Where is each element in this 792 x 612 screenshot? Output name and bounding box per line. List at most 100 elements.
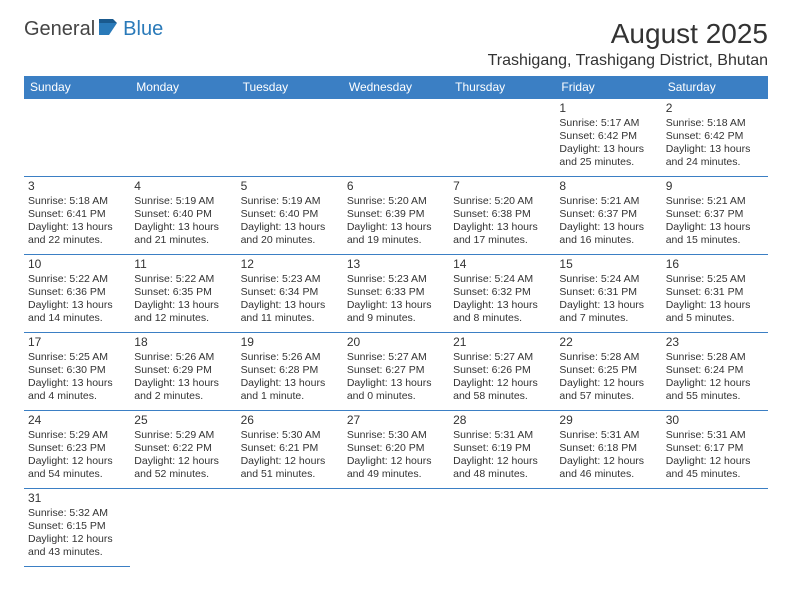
logo-text-blue: Blue — [123, 18, 163, 41]
sunrise-line: Sunrise: 5:26 AM — [134, 351, 232, 364]
day-number: 10 — [28, 257, 126, 272]
day-number: 9 — [666, 179, 764, 194]
sunset-line: Sunset: 6:31 PM — [666, 286, 764, 299]
day-number: 30 — [666, 413, 764, 428]
sunrise-line: Sunrise: 5:26 AM — [241, 351, 339, 364]
daylight-line: Daylight: 13 hours and 15 minutes. — [666, 221, 764, 247]
sunrise-line: Sunrise: 5:30 AM — [241, 429, 339, 442]
calendar-cell: 16Sunrise: 5:25 AMSunset: 6:31 PMDayligh… — [662, 255, 768, 333]
sunrise-line: Sunrise: 5:28 AM — [666, 351, 764, 364]
sunset-line: Sunset: 6:31 PM — [559, 286, 657, 299]
sunset-line: Sunset: 6:38 PM — [453, 208, 551, 221]
sunset-line: Sunset: 6:15 PM — [28, 520, 126, 533]
daylight-line: Daylight: 13 hours and 0 minutes. — [347, 377, 445, 403]
location: Trashigang, Trashigang District, Bhutan — [488, 52, 768, 70]
calendar-cell: 22Sunrise: 5:28 AMSunset: 6:25 PMDayligh… — [555, 333, 661, 411]
day-header: Friday — [555, 76, 661, 99]
sunset-line: Sunset: 6:26 PM — [453, 364, 551, 377]
sunset-line: Sunset: 6:32 PM — [453, 286, 551, 299]
calendar-cell — [343, 99, 449, 177]
calendar-cell: 27Sunrise: 5:30 AMSunset: 6:20 PMDayligh… — [343, 411, 449, 489]
calendar-row: 1Sunrise: 5:17 AMSunset: 6:42 PMDaylight… — [24, 99, 768, 177]
calendar-cell — [237, 99, 343, 177]
day-number: 8 — [559, 179, 657, 194]
sunset-line: Sunset: 6:33 PM — [347, 286, 445, 299]
sunset-line: Sunset: 6:40 PM — [241, 208, 339, 221]
daylight-line: Daylight: 12 hours and 57 minutes. — [559, 377, 657, 403]
calendar-cell: 6Sunrise: 5:20 AMSunset: 6:39 PMDaylight… — [343, 177, 449, 255]
calendar-cell: 31Sunrise: 5:32 AMSunset: 6:15 PMDayligh… — [24, 489, 130, 567]
day-number: 17 — [28, 335, 126, 350]
sunset-line: Sunset: 6:20 PM — [347, 442, 445, 455]
daylight-line: Daylight: 13 hours and 5 minutes. — [666, 299, 764, 325]
calendar-cell — [555, 489, 661, 567]
calendar-row: 10Sunrise: 5:22 AMSunset: 6:36 PMDayligh… — [24, 255, 768, 333]
sunset-line: Sunset: 6:35 PM — [134, 286, 232, 299]
calendar-cell — [237, 489, 343, 567]
day-header: Saturday — [662, 76, 768, 99]
daylight-line: Daylight: 13 hours and 25 minutes. — [559, 143, 657, 169]
day-number: 7 — [453, 179, 551, 194]
daylight-line: Daylight: 13 hours and 2 minutes. — [134, 377, 232, 403]
sunset-line: Sunset: 6:25 PM — [559, 364, 657, 377]
daylight-line: Daylight: 13 hours and 1 minute. — [241, 377, 339, 403]
sunset-line: Sunset: 6:30 PM — [28, 364, 126, 377]
day-number: 13 — [347, 257, 445, 272]
calendar-cell: 29Sunrise: 5:31 AMSunset: 6:18 PMDayligh… — [555, 411, 661, 489]
calendar-row: 17Sunrise: 5:25 AMSunset: 6:30 PMDayligh… — [24, 333, 768, 411]
calendar-cell: 26Sunrise: 5:30 AMSunset: 6:21 PMDayligh… — [237, 411, 343, 489]
day-number: 14 — [453, 257, 551, 272]
sunrise-line: Sunrise: 5:31 AM — [559, 429, 657, 442]
calendar-cell: 14Sunrise: 5:24 AMSunset: 6:32 PMDayligh… — [449, 255, 555, 333]
calendar-cell: 10Sunrise: 5:22 AMSunset: 6:36 PMDayligh… — [24, 255, 130, 333]
daylight-line: Daylight: 12 hours and 43 minutes. — [28, 533, 126, 559]
daylight-line: Daylight: 12 hours and 51 minutes. — [241, 455, 339, 481]
sunrise-line: Sunrise: 5:22 AM — [28, 273, 126, 286]
daylight-line: Daylight: 12 hours and 45 minutes. — [666, 455, 764, 481]
sunrise-line: Sunrise: 5:29 AM — [134, 429, 232, 442]
daylight-line: Daylight: 13 hours and 20 minutes. — [241, 221, 339, 247]
day-number: 28 — [453, 413, 551, 428]
day-number: 4 — [134, 179, 232, 194]
calendar-cell: 21Sunrise: 5:27 AMSunset: 6:26 PMDayligh… — [449, 333, 555, 411]
day-number: 27 — [347, 413, 445, 428]
calendar-cell — [130, 489, 236, 567]
day-number: 3 — [28, 179, 126, 194]
calendar-cell: 5Sunrise: 5:19 AMSunset: 6:40 PMDaylight… — [237, 177, 343, 255]
day-number: 12 — [241, 257, 339, 272]
sunrise-line: Sunrise: 5:32 AM — [28, 507, 126, 520]
calendar-cell: 30Sunrise: 5:31 AMSunset: 6:17 PMDayligh… — [662, 411, 768, 489]
sunrise-line: Sunrise: 5:27 AM — [453, 351, 551, 364]
calendar-cell — [449, 489, 555, 567]
day-header: Tuesday — [237, 76, 343, 99]
sunrise-line: Sunrise: 5:20 AM — [347, 195, 445, 208]
daylight-line: Daylight: 13 hours and 19 minutes. — [347, 221, 445, 247]
calendar-cell: 15Sunrise: 5:24 AMSunset: 6:31 PMDayligh… — [555, 255, 661, 333]
sunrise-line: Sunrise: 5:31 AM — [453, 429, 551, 442]
day-number: 25 — [134, 413, 232, 428]
calendar-cell: 13Sunrise: 5:23 AMSunset: 6:33 PMDayligh… — [343, 255, 449, 333]
sunset-line: Sunset: 6:42 PM — [666, 130, 764, 143]
sunrise-line: Sunrise: 5:30 AM — [347, 429, 445, 442]
calendar-cell — [449, 99, 555, 177]
sunset-line: Sunset: 6:34 PM — [241, 286, 339, 299]
day-number: 24 — [28, 413, 126, 428]
calendar-cell: 20Sunrise: 5:27 AMSunset: 6:27 PMDayligh… — [343, 333, 449, 411]
day-header: Wednesday — [343, 76, 449, 99]
calendar-cell: 1Sunrise: 5:17 AMSunset: 6:42 PMDaylight… — [555, 99, 661, 177]
logo-flag-icon — [99, 19, 121, 40]
calendar-cell: 8Sunrise: 5:21 AMSunset: 6:37 PMDaylight… — [555, 177, 661, 255]
daylight-line: Daylight: 13 hours and 8 minutes. — [453, 299, 551, 325]
day-header: Monday — [130, 76, 236, 99]
sunrise-line: Sunrise: 5:21 AM — [666, 195, 764, 208]
sunrise-line: Sunrise: 5:29 AM — [28, 429, 126, 442]
sunset-line: Sunset: 6:22 PM — [134, 442, 232, 455]
day-number: 6 — [347, 179, 445, 194]
sunset-line: Sunset: 6:40 PM — [134, 208, 232, 221]
calendar-cell — [24, 99, 130, 177]
daylight-line: Daylight: 12 hours and 52 minutes. — [134, 455, 232, 481]
sunrise-line: Sunrise: 5:27 AM — [347, 351, 445, 364]
sunset-line: Sunset: 6:23 PM — [28, 442, 126, 455]
sunset-line: Sunset: 6:17 PM — [666, 442, 764, 455]
day-number: 5 — [241, 179, 339, 194]
